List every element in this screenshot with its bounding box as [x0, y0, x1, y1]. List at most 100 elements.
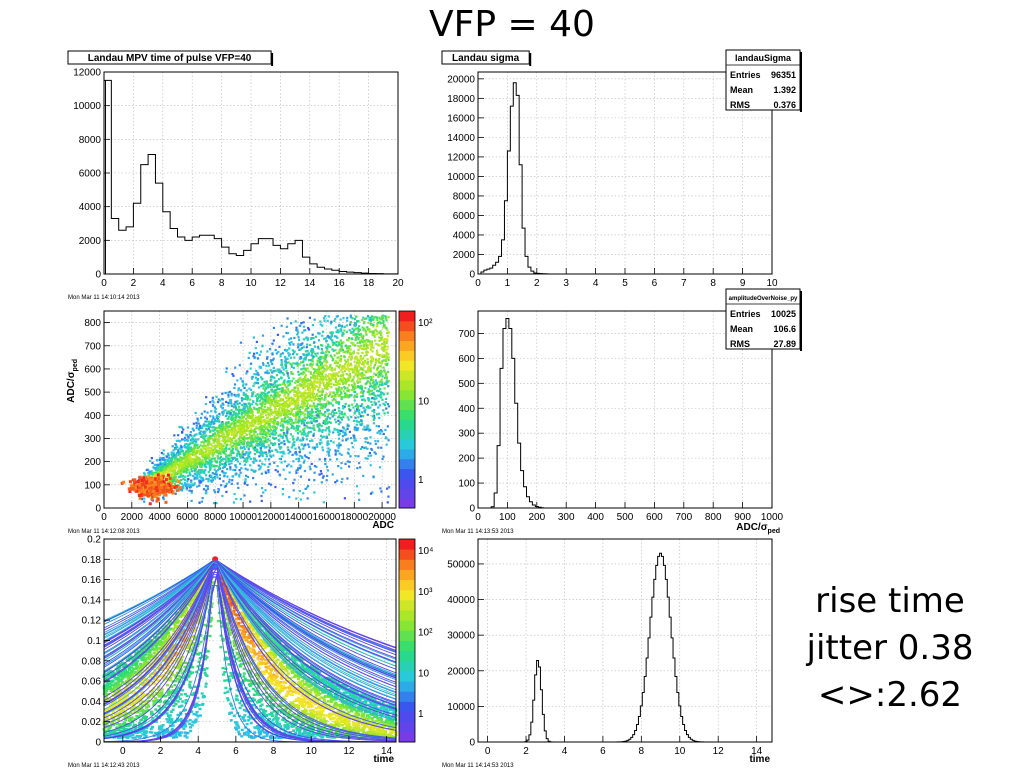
heatmap-cell — [326, 350, 329, 353]
heatmap-cell — [335, 340, 338, 344]
heatmap-cell — [336, 356, 339, 359]
heatmap-cell — [303, 459, 306, 462]
heatmap-cell — [246, 407, 250, 411]
heatmap-cell — [180, 448, 183, 451]
heatmap-cell — [224, 428, 227, 431]
heatmap-cell — [280, 461, 283, 464]
heatmap-cell — [378, 430, 381, 433]
heatmap-cell — [249, 434, 252, 437]
heatmap-cell — [298, 489, 302, 493]
heatmap-cell — [202, 479, 205, 482]
heatmap-cell — [230, 423, 233, 426]
heatmap-cell — [321, 436, 324, 439]
heatmap-cell — [194, 465, 197, 468]
heatmap-cell — [190, 479, 193, 482]
heatmap-cell — [312, 432, 315, 435]
heatmap-cell — [306, 402, 309, 405]
heatmap-cell — [386, 335, 390, 338]
heatmap-cell — [193, 476, 196, 479]
heatmap-cell — [283, 417, 287, 420]
heatmap-cell — [369, 393, 372, 396]
heatmap-cell — [337, 431, 340, 434]
heatmap-cell — [376, 330, 379, 333]
heatmap-cell — [373, 416, 376, 419]
heatmap-cell — [285, 370, 288, 373]
heatmap-cell — [320, 355, 324, 358]
heatmap-cell — [184, 460, 187, 463]
heatmap-cell — [279, 435, 283, 438]
heatmap-cell — [255, 397, 259, 400]
heatmap-cell — [383, 348, 387, 351]
heatmap-cell — [266, 396, 269, 399]
heatmap-cell — [272, 326, 276, 330]
heatmap-cell — [330, 382, 333, 385]
heatmap-cell — [205, 434, 208, 437]
heatmap-cell — [285, 385, 288, 389]
heatmap-cell — [308, 426, 311, 429]
heatmap-cell — [155, 463, 158, 467]
heatmap-cell — [299, 475, 303, 478]
heatmap-cell — [198, 431, 201, 434]
heatmap-cell — [326, 388, 329, 391]
heatmap-cell — [231, 479, 234, 482]
heatmap-cell — [256, 403, 259, 406]
heatmap-cell — [190, 468, 193, 471]
heatmap-cell — [298, 348, 301, 351]
heatmap-cell — [212, 415, 215, 418]
heatmap-cell — [231, 417, 234, 421]
heatmap-cell — [265, 445, 268, 449]
heatmap-cell — [307, 328, 311, 331]
heatmap-cell — [310, 417, 313, 420]
heatmap-cell — [321, 330, 325, 333]
heatmap-cell — [378, 416, 381, 420]
heatmap-cell — [228, 411, 231, 414]
heatmap-cell — [180, 426, 184, 429]
heatmap-cell — [299, 391, 302, 395]
heatmap-cell — [278, 445, 281, 449]
heatmap-cell — [386, 411, 389, 414]
heatmap-cell — [381, 391, 384, 395]
heatmap-cell — [323, 384, 326, 387]
heatmap-cell — [348, 355, 351, 359]
heatmap-cell — [292, 442, 295, 445]
heatmap-cell — [384, 315, 387, 318]
heatmap-cell — [271, 358, 274, 362]
heatmap-cell — [243, 457, 247, 460]
heatmap-cell — [361, 372, 364, 375]
heatmap-cell — [245, 404, 248, 407]
heatmap-cell — [199, 451, 202, 454]
heatmap-cell — [336, 372, 339, 375]
heatmap-cell — [245, 445, 248, 448]
heatmap-cell — [316, 403, 319, 406]
heatmap-cell — [386, 487, 389, 490]
heatmap-cell — [182, 457, 185, 460]
heatmap-cell — [204, 439, 207, 443]
heatmap-cell — [367, 388, 370, 391]
heatmap-cell — [339, 377, 342, 381]
heatmap-cell — [198, 501, 201, 504]
heatmap-cell — [338, 364, 341, 367]
heatmap-cell — [347, 336, 351, 340]
heatmap-cell — [386, 425, 389, 428]
heatmap-cell — [236, 430, 239, 433]
heatmap-cell — [238, 441, 241, 444]
heatmap-cell — [235, 408, 238, 411]
heatmap-cell — [185, 471, 188, 474]
heatmap-cell — [362, 316, 365, 319]
heatmap-cell — [284, 355, 287, 359]
plot-title: Landau MPV time of pulse VFP=40 — [88, 53, 252, 64]
heatmap-cell — [380, 428, 383, 432]
heatmap-cell — [361, 403, 364, 406]
heatmap-cell — [374, 339, 377, 342]
heatmap-cell — [368, 429, 371, 432]
heatmap-cell — [318, 427, 321, 430]
heatmap-cell — [230, 437, 233, 441]
heatmap-cell — [262, 384, 266, 387]
heatmap-cell — [330, 320, 333, 323]
heatmap-cell — [287, 463, 290, 466]
heatmap-cell — [312, 417, 316, 421]
heatmap-cell — [349, 436, 353, 440]
heatmap-cell — [292, 437, 295, 441]
heatmap-cell — [365, 426, 369, 429]
heatmap-cell — [179, 456, 182, 459]
